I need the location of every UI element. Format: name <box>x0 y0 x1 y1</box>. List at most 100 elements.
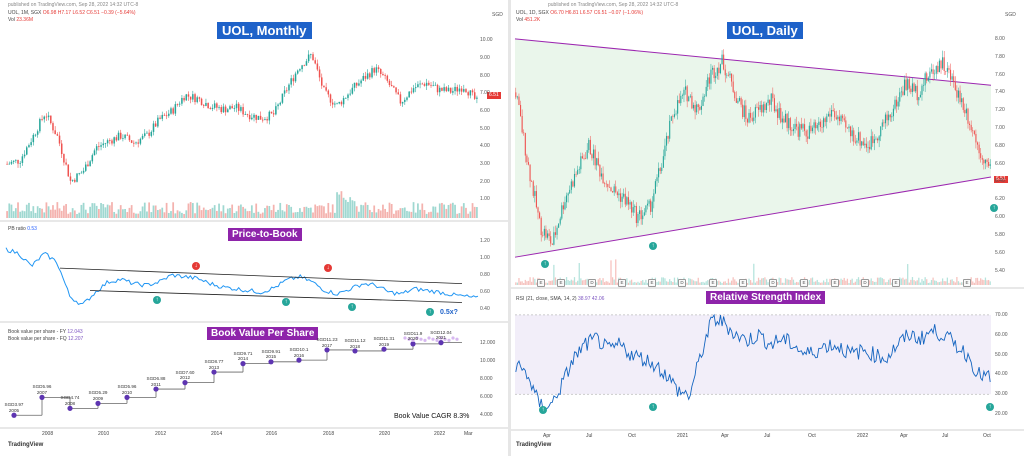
right-price-tick: 5.60 <box>995 249 1005 256</box>
monthly-candle-body <box>248 115 251 120</box>
right-price-tick: 6.40 <box>995 178 1005 185</box>
event-marker: E <box>831 279 839 287</box>
daily-volume-bar <box>859 279 861 285</box>
daily-volume-bar <box>630 279 633 285</box>
bv-label-year: 2018 <box>349 343 361 349</box>
monthly-volume-bar <box>268 206 271 218</box>
daily-candle-body <box>873 139 875 144</box>
daily-candle-body <box>751 117 753 121</box>
monthly-volume-bar <box>351 200 354 218</box>
bv-fq-dot <box>407 337 411 341</box>
monthly-volume-bar <box>447 204 450 218</box>
daily-volume-bar <box>938 282 941 285</box>
daily-volume-bar <box>873 281 876 285</box>
bv-point-marker <box>352 348 358 354</box>
daily-volume-bar <box>792 279 795 285</box>
monthly-volume-bar <box>327 202 330 218</box>
daily-volume-bar <box>721 282 723 285</box>
daily-volume-bar <box>672 282 674 285</box>
monthly-volume-bar <box>303 206 306 218</box>
bv-header-fq-value: 12.207 <box>68 336 84 342</box>
daily-candle-body <box>653 193 655 202</box>
daily-candle-body <box>851 130 853 137</box>
monthly-candle-body <box>23 154 26 157</box>
monthly-volume-bar <box>469 211 472 218</box>
monthly-volume-bar <box>30 211 33 218</box>
daily-candle-body <box>867 146 869 148</box>
daily-volume-bar <box>976 277 979 285</box>
arrow-up-icon: ↑ <box>153 296 161 304</box>
daily-volume-bar <box>751 282 753 285</box>
rsi-axis-tick: 20.00 <box>995 411 1008 418</box>
daily-volume-bar <box>635 282 638 285</box>
monthly-volume-bar <box>111 202 113 218</box>
daily-volume-bar <box>664 278 666 285</box>
daily-candle-body <box>531 181 533 182</box>
monthly-volume-bar <box>49 209 52 218</box>
monthly-volume-bar <box>454 204 456 218</box>
daily-volume-bar <box>532 277 534 285</box>
daily-volume-bar <box>856 279 858 285</box>
daily-candle-body <box>700 105 702 110</box>
monthly-volume-bar <box>266 205 269 218</box>
monthly-candle-body <box>384 75 386 77</box>
daily-candle-body <box>804 124 806 131</box>
daily-volume-bar <box>703 282 706 285</box>
daily-volume-bar <box>702 281 704 285</box>
monthly-candle-body <box>8 163 11 165</box>
monthly-candle-body <box>200 98 203 106</box>
daily-candle-body <box>519 104 522 116</box>
monthly-volume-bar <box>331 204 334 218</box>
monthly-volume-bar <box>417 203 419 218</box>
right-price-tick: 7.60 <box>995 71 1005 78</box>
daily-candle-body <box>680 95 682 104</box>
right-price-tick: 7.00 <box>995 125 1005 131</box>
monthly-candle-body <box>454 86 456 92</box>
monthly-volume-bar <box>390 204 393 218</box>
monthly-candle-body <box>279 102 282 105</box>
monthly-candle-body <box>205 102 207 106</box>
left-chart-pane: published on TradingView.com, Sep 28, 20… <box>0 0 508 456</box>
daily-volume-bar <box>734 279 736 285</box>
daily-candle-body <box>518 96 520 105</box>
daily-volume-bar <box>524 279 526 285</box>
monthly-candle-body <box>183 97 185 101</box>
daily-volume-bar <box>881 278 883 285</box>
daily-candle-body <box>759 104 761 110</box>
daily-volume-bar <box>822 280 825 285</box>
right-title-daily: UOL, Daily <box>727 22 803 39</box>
monthly-candle-body <box>157 117 159 127</box>
daily-volume-bar <box>529 277 531 285</box>
daily-candle-body <box>566 195 568 203</box>
daily-candle-body <box>832 110 834 112</box>
bv-point-marker <box>268 359 274 365</box>
monthly-volume-bar <box>320 205 323 218</box>
right-x-tick: Apr <box>543 433 551 439</box>
daily-volume-bar <box>978 280 980 285</box>
monthly-volume-bar <box>12 211 15 218</box>
daily-candle-body <box>612 191 614 193</box>
monthly-candle-body <box>272 113 275 115</box>
bv-point-marker <box>95 400 101 406</box>
right-price-tick: 7.20 <box>995 107 1005 114</box>
daily-volume-bar <box>808 280 810 285</box>
daily-candle-body <box>646 203 649 206</box>
daily-volume-bar <box>523 282 525 285</box>
right-x-tick: 2021 <box>677 433 689 439</box>
daily-volume-bar <box>821 282 823 285</box>
monthly-volume-bar <box>264 208 266 218</box>
monthly-volume-bar <box>408 211 411 218</box>
daily-candle-body <box>551 243 553 245</box>
rsi-axis-tick: 70.00 <box>995 311 1008 318</box>
monthly-candle-body <box>290 78 292 85</box>
monthly-volume-bar <box>67 213 70 218</box>
daily-volume-bar <box>795 281 798 285</box>
daily-candle-body <box>827 113 829 117</box>
bv-axis-tick: 4.000 <box>480 412 493 418</box>
daily-volume-bar <box>970 277 972 285</box>
left-x-tick: 2010 <box>98 431 110 437</box>
daily-candle-body <box>889 114 891 118</box>
daily-candle-body <box>896 99 898 107</box>
daily-candle-body <box>558 223 560 228</box>
daily-candle-body <box>859 132 861 146</box>
